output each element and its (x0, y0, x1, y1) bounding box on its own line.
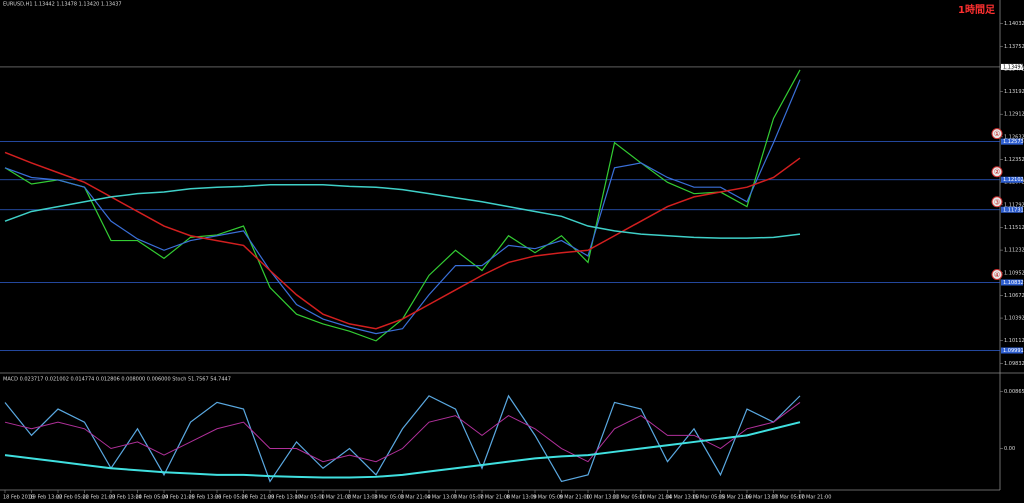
x-tick-label: 24 Feb 05:00 (136, 495, 169, 501)
level-label: 1.12102 (1003, 177, 1024, 183)
x-tick-label: 1 Mar 05:00 (295, 495, 325, 501)
level-label-box (1001, 138, 1023, 145)
y-tick-label: 1.10952 (1004, 270, 1024, 276)
x-tick-label: 14 Mar 13:00 (666, 495, 699, 501)
x-tick-label: 7 Mar 21:00 (480, 495, 510, 501)
x-tick-label: 26 Feb 21:00 (242, 495, 275, 501)
level-label: 1.11731 (1003, 207, 1024, 213)
marker-label: ① (994, 130, 1000, 138)
marker-label: ② (994, 168, 1000, 176)
x-tick-label: 8 Mar 13:00 (507, 495, 537, 501)
x-tick-label: 2 Mar 13:00 (348, 495, 378, 501)
y-tick-label: 0.00 (1004, 446, 1015, 452)
marker-label: ④ (994, 271, 1000, 279)
x-tick-label: 3 Mar 21:00 (401, 495, 431, 501)
x-tick-label: 16 Mar 13:00 (745, 495, 778, 501)
y-tick-label: 1.09832 (1004, 361, 1024, 367)
marker-circle (991, 166, 1003, 178)
y-tick-label: 1.10112 (1004, 338, 1024, 344)
x-tick-label: 17 Mar 05:00 (772, 495, 805, 501)
y-tick-label: 1.11512 (1004, 225, 1024, 231)
x-tick-label: 15 Mar 05:00 (692, 495, 725, 501)
level-label: 1.10832 (1003, 280, 1024, 286)
x-tick-label: 26 Feb 05:00 (215, 495, 248, 501)
series-line (4, 421, 801, 479)
y-tick-label: 1.13192 (1004, 89, 1024, 95)
level-label-box (1001, 347, 1023, 354)
y-tick-label: 1.12352 (1004, 157, 1024, 163)
level-label: 1.09991 (1003, 348, 1024, 354)
x-tick-label: 22 Feb 21:00 (83, 495, 116, 501)
indicator-title: MACD 0.023717 0.021002 0.014774 0.012806… (3, 377, 231, 383)
series-line (4, 402, 801, 463)
x-tick-label: 23 Feb 13:00 (109, 495, 142, 501)
marker-circle (991, 128, 1003, 140)
x-tick-label: 11 Mar 21:00 (639, 495, 672, 501)
x-tick-label: 17 Mar 21:00 (798, 495, 831, 501)
level-label-box (1001, 206, 1023, 213)
chart-title: EURUSD,H1 1.13442 1.13478 1.13420 1.1343… (3, 2, 122, 8)
x-tick-label: 9 Mar 05:00 (533, 495, 563, 501)
series-line (4, 394, 801, 483)
x-tick-label: 22 Feb 05:00 (56, 495, 89, 501)
x-tick-label: 10 Mar 13:00 (586, 495, 619, 501)
level-label-box (1001, 279, 1023, 286)
y-tick-label: 1.13752 (1004, 44, 1024, 50)
x-tick-label: 15 Mar 21:00 (719, 495, 752, 501)
marker-label: ③ (994, 198, 1000, 206)
current-price-label: 1.13497 (1003, 64, 1024, 70)
marker-circle (991, 268, 1003, 280)
x-tick-label: 18 Feb 2016 (3, 495, 34, 501)
series-line (4, 184, 801, 239)
annotation: 1時間足 (958, 3, 996, 16)
current-price-box (1001, 63, 1023, 70)
y-tick-label: 1.12912 (1004, 112, 1024, 118)
x-tick-label: 29 Feb 13:00 (268, 495, 301, 501)
y-tick-label: 1.10392 (1004, 316, 1024, 322)
marker-circle (991, 196, 1003, 208)
level-label-box (1001, 176, 1023, 183)
y-tick-label: 1.11232 (1004, 248, 1024, 254)
series-line (4, 79, 801, 335)
x-tick-label: 4 Mar 13:00 (427, 495, 457, 501)
x-tick-label: 7 Mar 05:00 (454, 495, 484, 501)
series-line (4, 151, 801, 330)
y-tick-label: 1.12632 (1004, 134, 1024, 140)
x-tick-label: 11 Mar 05:00 (613, 495, 646, 501)
y-tick-label: 0.008654 (1004, 389, 1024, 395)
level-label: 1.12573 (1003, 139, 1024, 145)
x-tick-label: 19 Feb 13:00 (30, 495, 63, 501)
x-tick-label: 24 Feb 21:00 (162, 495, 195, 501)
x-tick-label: 1 Mar 21:00 (321, 495, 351, 501)
x-tick-label: 3 Mar 05:00 (374, 495, 404, 501)
x-tick-label: 25 Feb 13:00 (189, 495, 222, 501)
x-tick-label: 9 Mar 21:00 (560, 495, 590, 501)
y-tick-label: 1.11792 (1004, 202, 1024, 208)
y-tick-label: 1.10672 (1004, 293, 1024, 299)
y-tick-label: 1.14032 (1004, 21, 1024, 27)
